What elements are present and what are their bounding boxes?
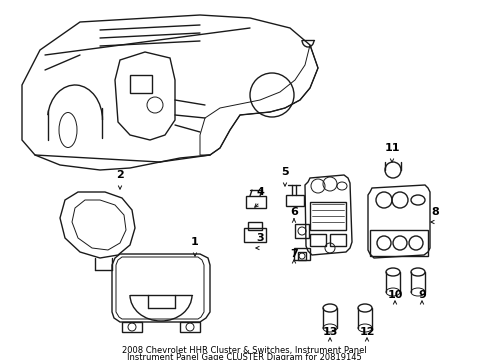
Text: Instrument Panel Gage CLUSTER Diagram for 20819145: Instrument Panel Gage CLUSTER Diagram fo…	[126, 354, 361, 360]
Bar	[329, 234, 346, 246]
Bar	[294, 224, 308, 238]
Bar	[245, 196, 265, 208]
Text: 1: 1	[191, 237, 199, 247]
Text: 5: 5	[281, 167, 288, 177]
Text: 9: 9	[417, 290, 425, 300]
Bar	[244, 228, 265, 242]
Text: 8: 8	[430, 207, 438, 217]
Text: 6: 6	[289, 207, 297, 217]
Bar	[122, 322, 142, 332]
Text: 4: 4	[256, 187, 264, 197]
Bar	[369, 230, 427, 256]
Text: 3: 3	[256, 233, 263, 243]
Bar	[130, 75, 152, 93]
Text: 10: 10	[386, 290, 402, 300]
Text: 11: 11	[384, 143, 399, 153]
Text: 2: 2	[116, 170, 123, 180]
Text: 7: 7	[289, 249, 297, 259]
Text: 13: 13	[322, 327, 337, 337]
Bar	[309, 234, 325, 246]
Bar	[293, 248, 309, 260]
Bar	[180, 322, 200, 332]
Text: 12: 12	[359, 327, 374, 337]
Bar	[247, 222, 262, 230]
Text: 2008 Chevrolet HHR Cluster & Switches, Instrument Panel: 2008 Chevrolet HHR Cluster & Switches, I…	[122, 346, 366, 355]
Bar	[285, 195, 304, 206]
Bar	[297, 252, 305, 260]
Bar	[309, 202, 346, 230]
